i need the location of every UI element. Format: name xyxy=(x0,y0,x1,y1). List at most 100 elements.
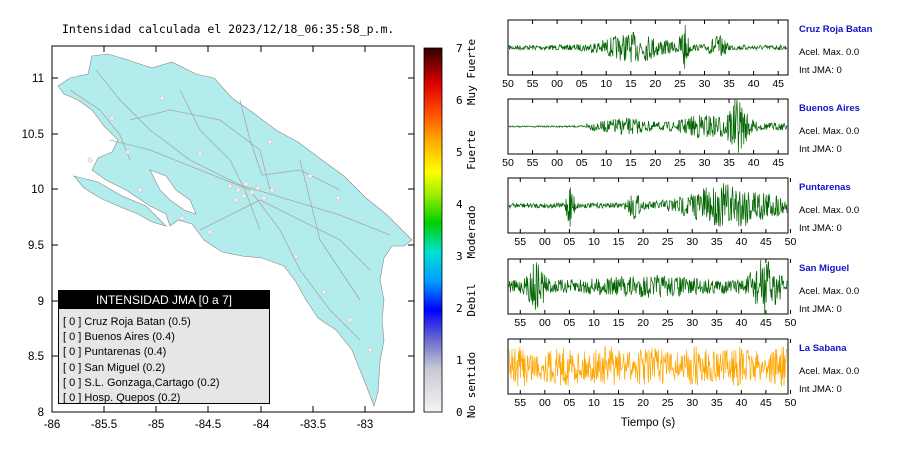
road-network xyxy=(69,69,391,341)
seismogram-tick-label: 15 xyxy=(613,397,625,409)
seismogram-panel: 50 55 00 05 10 15 20 25 30 35 40 45 xyxy=(502,19,789,90)
colorbar-category-label: Muy Fuerte xyxy=(465,39,478,105)
map-x-tick-label: -85 xyxy=(148,419,165,431)
seismogram-tick-label: 55 xyxy=(514,317,526,329)
seismogram-tick-label: 05 xyxy=(576,78,588,90)
seismogram-tick-label: 45 xyxy=(760,236,772,248)
station-int-jma: Int JMA: 0 xyxy=(799,144,842,155)
colorbar-category-label: Moderado xyxy=(465,206,478,259)
station-name: Cruz Roja Batan xyxy=(799,24,873,35)
seismogram-tick-label: 50 xyxy=(502,78,514,90)
seismogram-tick-label: 45 xyxy=(772,157,784,169)
colorbar-tick-label: 5 xyxy=(456,146,463,159)
seismogram-tick-label: 50 xyxy=(785,397,797,409)
seismogram-trace xyxy=(508,99,788,153)
colorbar-category-label: Debil xyxy=(465,283,478,316)
seismogram-tick-label: 25 xyxy=(674,78,686,90)
colorbar-tick-label: 4 xyxy=(456,198,463,211)
seismogram-tick-label: 30 xyxy=(686,236,698,248)
seismogram-tick-label: 30 xyxy=(686,317,698,329)
seismogram-tick-label: 00 xyxy=(551,78,563,90)
seismogram-tick-label: 45 xyxy=(772,78,784,90)
map-y-tick-label: 10 xyxy=(31,184,44,196)
map-y-tick-label: 8.5 xyxy=(28,351,44,363)
legend-item: [ 0 ] Buenos Aires (0.4) xyxy=(63,331,175,344)
legend-item: [ 0 ] San Miguel (0.2) xyxy=(63,361,166,374)
seismogram-tick-label: 25 xyxy=(662,317,674,329)
seismogram-tick-label: 40 xyxy=(748,78,760,90)
station-acel-max: Acel. Max. 0.0 xyxy=(799,366,860,377)
colorbar-category-label: Fuerte xyxy=(465,130,478,170)
station-name: San Miguel xyxy=(799,263,850,274)
seismogram-tick-label: 55 xyxy=(527,78,539,90)
seismogram-tick-label: 35 xyxy=(711,397,723,409)
colorbar-category-label: No sentido xyxy=(465,352,478,418)
seismogram-tick-label: 10 xyxy=(588,317,600,329)
costa-rica-landmass xyxy=(57,53,413,407)
seismogram-tick-label: 50 xyxy=(785,317,797,329)
seismogram-tick-label: 15 xyxy=(613,236,625,248)
map-y-tick-label: 11 xyxy=(32,73,44,85)
legend-item: [ 0 ] Cruz Roja Batan (0.5) xyxy=(63,316,191,328)
colorbar xyxy=(423,47,443,413)
seismogram-tick-label: 35 xyxy=(723,157,735,169)
map-y-tick-label: 8 xyxy=(38,407,44,419)
seismogram-tick-label: 00 xyxy=(539,317,551,329)
seismogram-tick-label: 15 xyxy=(625,78,637,90)
seismogram-tick-label: 20 xyxy=(650,157,662,169)
colorbar-categories: No sentido Debil Moderado Fuerte Muy Fuerte xyxy=(465,39,478,418)
seismogram-tick-label: 15 xyxy=(613,317,625,329)
station-int-jma: Int JMA: 0 xyxy=(799,304,842,315)
seismogram-panel: 50 55 00 05 10 15 20 25 30 35 40 45 xyxy=(502,98,789,169)
seismogram-tick-label: 55 xyxy=(514,397,526,409)
station-acel-max: Acel. Max. 0.0 xyxy=(799,126,860,137)
gulf-of-nicoya xyxy=(149,169,197,215)
station-int-jma: Int JMA: 0 xyxy=(799,223,842,234)
map-x-tick-label: -84.5 xyxy=(195,419,221,431)
seismogram-panel: 55 00 05 10 15 20 25 30 35 40 45 50 xyxy=(507,177,797,248)
map-x-tick-label: -85.5 xyxy=(91,419,117,431)
seismogram-tick-label: 10 xyxy=(600,78,612,90)
map-title: Intensidad calculada el 2023/12/18_06:35… xyxy=(62,22,395,36)
map-y-tick-label: 10.5 xyxy=(22,129,44,141)
map-y-tick-label: 9 xyxy=(38,296,44,308)
map-x-tick-label: -84 xyxy=(253,419,270,431)
seismogram-tick-label: 30 xyxy=(699,78,711,90)
seismogram-tick-label: 20 xyxy=(637,317,649,329)
legend: INTENSIDAD JMA [0 a 7] [ 0 ] Cruz Roja B… xyxy=(58,290,270,404)
colorbar-tick-label: 2 xyxy=(456,302,463,315)
seismogram-tick-label: 10 xyxy=(588,397,600,409)
seismogram-tick-label: 30 xyxy=(699,157,711,169)
legend-item: [ 0 ] S.L. Gonzaga,Cartago (0.2) xyxy=(63,376,220,389)
legend-list: [ 0 ] Cruz Roja Batan (0.5) [ 0 ] Buenos… xyxy=(59,315,269,406)
seismogram-tick-label: 50 xyxy=(785,236,797,248)
seismogram-trace xyxy=(508,24,788,69)
seismogram-trace xyxy=(508,346,788,387)
seismogram-panels: 50 55 00 05 10 15 20 25 30 35 40 45 50 55 00 05 10 15 20 25… xyxy=(502,19,797,409)
map-x-tick-label: -83.5 xyxy=(300,419,326,431)
map-y-axis: 11 10.5 10 9.5 9 8.5 8 xyxy=(22,73,414,419)
seismogram-tick-label: 35 xyxy=(723,78,735,90)
station-acel-max: Acel. Max. 0.0 xyxy=(799,205,860,216)
seismogram-tick-label: 05 xyxy=(564,236,576,248)
station-acel-max: Acel. Max. 0.0 xyxy=(799,286,860,297)
legend-title: INTENSIDAD JMA [0 a 7] xyxy=(59,291,269,309)
seismogram-tick-label: 20 xyxy=(637,397,649,409)
colorbar-tick-label: 3 xyxy=(456,250,463,263)
station-name: Buenos Aires xyxy=(799,103,860,114)
station-acel-max: Acel. Max. 0.0 xyxy=(799,47,860,58)
seismogram-tick-label: 55 xyxy=(514,236,526,248)
seismogram-tick-label: 10 xyxy=(588,236,600,248)
seismogram-tick-label: 45 xyxy=(760,397,772,409)
map-x-tick-label: -83 xyxy=(357,419,374,431)
station-dots xyxy=(87,95,373,353)
seismogram-tick-label: 25 xyxy=(674,157,686,169)
seismogram-tick-label: 05 xyxy=(576,157,588,169)
colorbar-tick-label: 7 xyxy=(456,42,463,55)
seismogram-tick-label: 40 xyxy=(735,236,747,248)
seismogram-tick-label: 05 xyxy=(564,317,576,329)
seismogram-tick-label: 00 xyxy=(539,397,551,409)
seismogram-tick-label: 40 xyxy=(735,397,747,409)
seismogram-tick-label: 00 xyxy=(539,236,551,248)
